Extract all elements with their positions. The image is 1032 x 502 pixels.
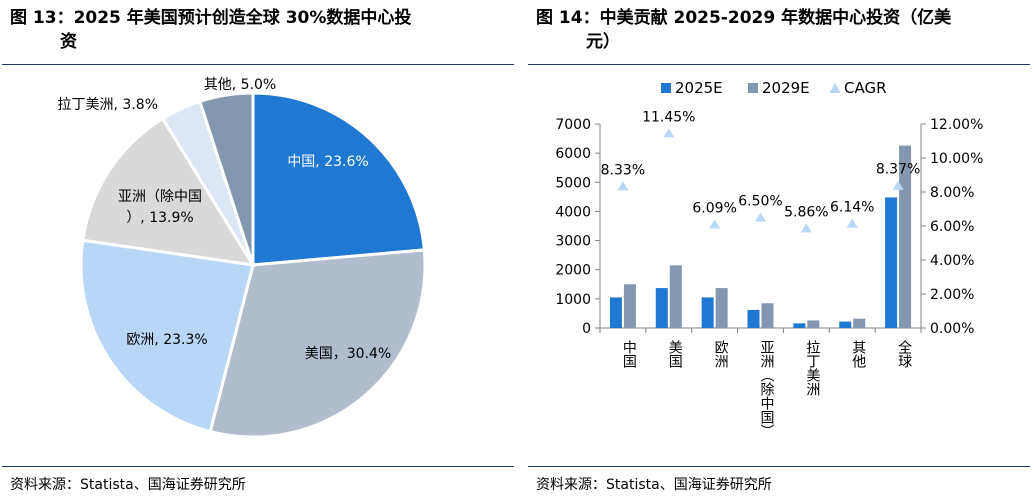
figure-13-bottom-rule: [2, 466, 514, 467]
bar-2025e: [793, 323, 806, 328]
cagr-data-label: 11.45%: [642, 109, 695, 125]
pie-slice: [197, 91, 255, 266]
figure-13-source: 资料来源：Statista、国海证券研究所: [10, 477, 246, 493]
figure-14-source: 资料来源：Statista、国海证券研究所: [536, 477, 772, 493]
pie-slice-label: 拉丁美洲, 3.8%: [58, 97, 158, 113]
y-tick-label: 1000: [555, 292, 591, 308]
figure-14-top-rule: [528, 64, 1030, 65]
pie-slice: [79, 238, 255, 434]
y-tick-label: 5000: [555, 175, 591, 191]
y2-tick-label: 4.00%: [930, 253, 974, 269]
cagr-data-label: 6.50%: [738, 194, 782, 210]
y-tick-label: 2000: [555, 263, 591, 279]
pie-slice-label: 欧洲, 23.3%: [126, 332, 207, 348]
bar-2025e: [885, 197, 898, 328]
bar-2029e: [623, 284, 636, 328]
x-category-label: 拉丁美洲: [804, 340, 820, 396]
cagr-data-label: 6.14%: [830, 200, 874, 216]
cagr-point: [709, 219, 721, 229]
bar-2029e: [669, 265, 682, 328]
cagr-data-label: 8.37%: [876, 162, 920, 178]
pie-slice: [208, 248, 427, 439]
legend: 2025E 2029E CAGR: [661, 79, 887, 97]
y2-tick-label: 6.00%: [930, 219, 974, 235]
pie-slice-label: 亚洲（除中国）, 13.9%: [118, 189, 202, 226]
y-tick-label: 3000: [555, 234, 591, 250]
figure-13-top-rule: [2, 64, 514, 65]
figure-13-title-line2: 资: [60, 32, 77, 52]
bar-2029e: [761, 303, 774, 328]
y2-tick-label: 0.00%: [930, 321, 974, 337]
bar-2029e: [715, 288, 728, 328]
bar-2029e: [899, 145, 912, 328]
cagr-point: [846, 218, 858, 228]
pie-slice-label: 其他, 5.0%: [204, 77, 276, 93]
bar-2025e: [747, 309, 760, 328]
bar-2029e: [807, 320, 820, 328]
y2-tick-label: 8.00%: [930, 185, 974, 201]
cagr-point: [663, 128, 675, 138]
y-tick-label: 6000: [555, 146, 591, 162]
cagr-point: [617, 181, 629, 191]
cagr-data-label: 6.09%: [692, 200, 736, 216]
pie-chart: 中国, 23.6% 美国，30.4% 欧洲, 23.3% 亚洲（除中国）, 13.9%…: [58, 77, 427, 439]
cagr-point: [892, 180, 904, 190]
y2-tick-label: 12.00%: [930, 117, 983, 133]
figure-13-title-line1: 图 13：2025 年美国预计创造全球 30%数据中心投: [10, 8, 412, 28]
x-category-label: 美国: [667, 340, 683, 368]
figure-13-title: 图 13：2025 年美国预计创造全球 30%数据中心投 资: [10, 6, 500, 54]
x-category-label: 中国: [621, 340, 637, 368]
x-category-label: 亚洲（除中国）: [759, 340, 775, 438]
figure-14-title-line1: 图 14：中美贡献 2025-2029 年数据中心投资（亿美: [536, 8, 952, 28]
bar-2025e: [655, 288, 668, 328]
legend-swatch: [829, 83, 841, 93]
bar-2025e: [839, 321, 852, 328]
bar-chart: 0 1000 2000 3000 4000 5000 6000 7000 0.00% 2.00% 4…: [555, 79, 983, 438]
pie-slice: [81, 116, 256, 267]
figure-14-bottom-rule: [528, 466, 1030, 467]
figure-13-panel: 图 13：2025 年美国预计创造全球 30%数据中心投 资 中国, 23.6%…: [2, 6, 514, 493]
cagr-point: [755, 212, 766, 222]
bar-2029e: [853, 318, 866, 328]
bar-2025e: [609, 297, 622, 328]
bar-2025e: [701, 297, 714, 328]
figure-14-title: 图 14：中美贡献 2025-2029 年数据中心投资（亿美 元）: [536, 6, 1026, 54]
figure-14-panel: 图 14：中美贡献 2025-2029 年数据中心投资（亿美 元） 0 1000 2…: [526, 0, 1032, 502]
y2-tick-label: 10.00%: [930, 151, 983, 167]
cagr-data-label: 8.33%: [601, 162, 645, 178]
cagr-point: [800, 223, 812, 233]
legend-label: 2029E: [762, 79, 810, 97]
legend-swatch: [661, 83, 671, 93]
x-category-label: 其他: [850, 340, 866, 369]
x-category-label: 全球: [896, 339, 912, 368]
y-tick-label: 7000: [555, 117, 591, 133]
legend-swatch: [748, 83, 758, 93]
legend-label: CAGR: [844, 79, 887, 97]
y-tick-label: 0: [582, 321, 591, 337]
figure-14-title-line2: 元）: [586, 32, 620, 52]
x-category-label: 欧洲: [713, 340, 729, 368]
cagr-data-label: 5.86%: [784, 204, 828, 220]
legend-label: 2025E: [675, 79, 723, 97]
y2-tick-label: 2.00%: [930, 287, 974, 303]
pie-slice: [251, 91, 426, 267]
pie-slice-label: 中国, 23.6%: [287, 154, 368, 170]
pie-slice-label: 美国，30.4%: [305, 346, 391, 362]
y-tick-label: 4000: [555, 204, 591, 220]
